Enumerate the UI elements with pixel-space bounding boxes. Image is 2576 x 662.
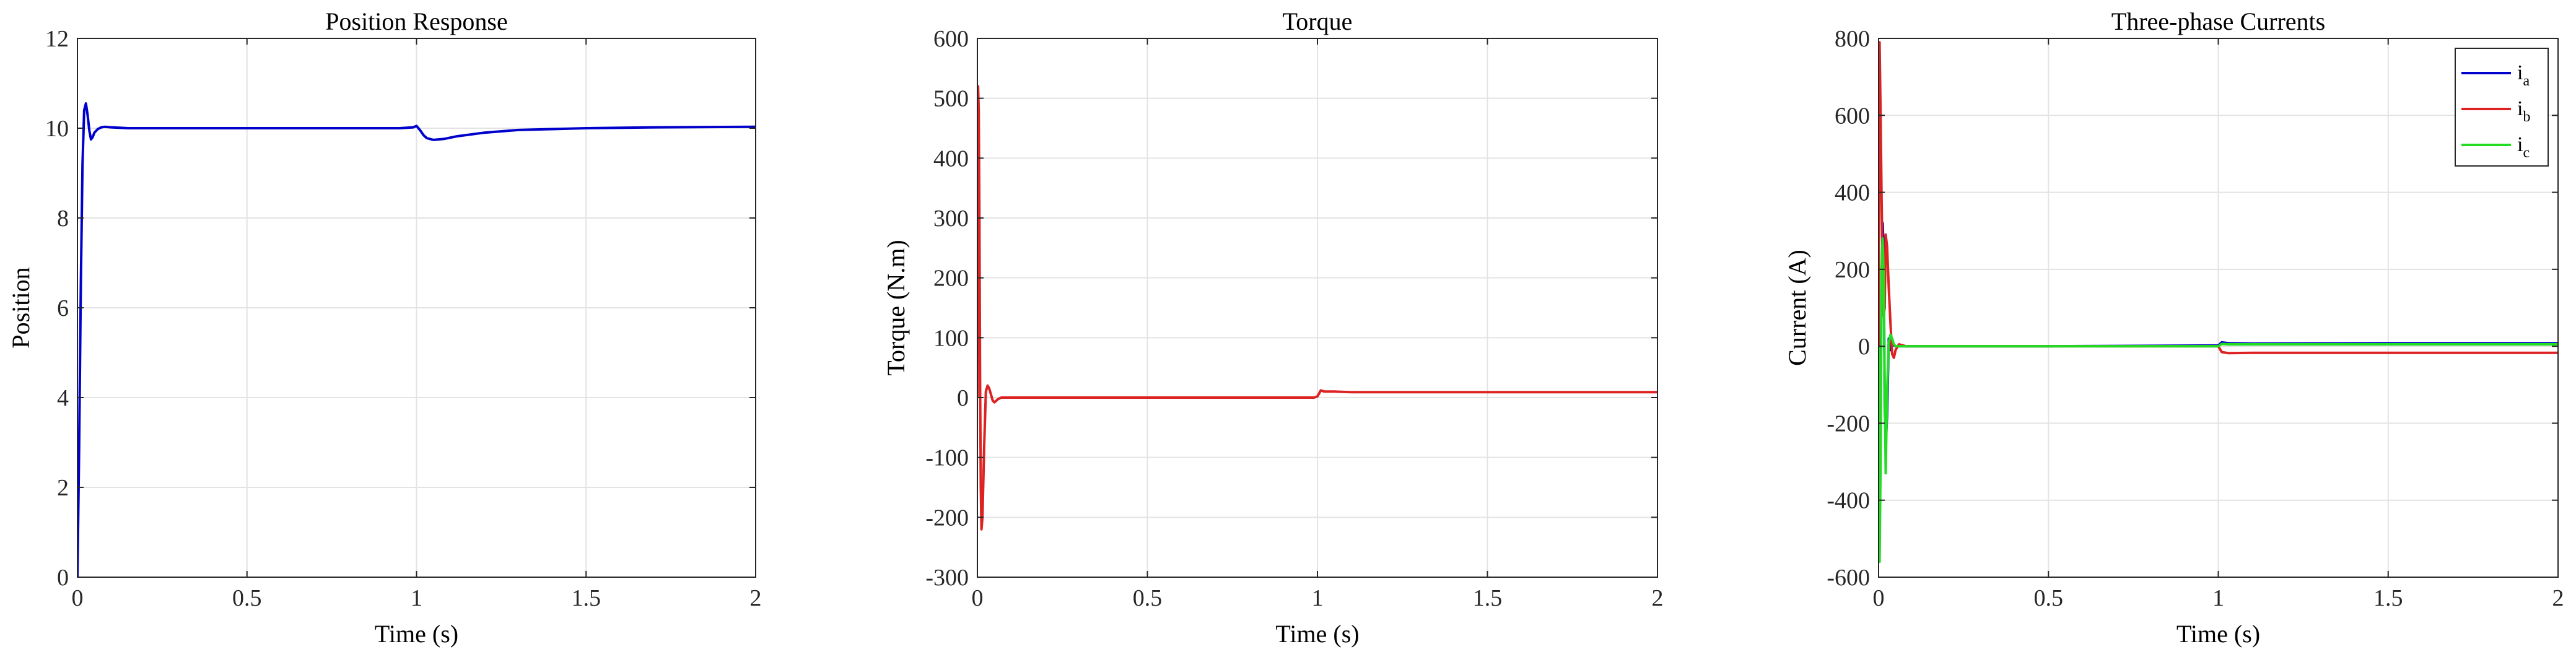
y-tick-label: -200 [1827, 411, 1870, 437]
x-tick-label: 1 [2212, 585, 2224, 611]
chart-title: Position Response [325, 7, 507, 35]
x-tick-label: 1.5 [1473, 585, 1503, 611]
y-tick-label: 2 [57, 475, 69, 501]
y-tick-label: 0 [57, 565, 69, 591]
x-tick-label: 1 [411, 585, 422, 611]
x-tick-label: 1.5 [572, 585, 601, 611]
chart-torque: 0 0.5 1 1.5 2 -300 -200 -100 0 100 200 300 400 500 600… [882, 7, 1664, 648]
y-tick-label: -300 [925, 565, 969, 591]
x-tick-label: 0.5 [232, 585, 262, 611]
y-tick-label: 500 [933, 86, 969, 112]
x-tick-label: 1.5 [2373, 585, 2403, 611]
x-tick-label: 2 [750, 585, 762, 611]
y-tick-label: -100 [925, 445, 969, 471]
y-tick-label: 400 [933, 146, 969, 172]
x-tick-label: 2 [1652, 585, 1664, 611]
y-tick-label: 8 [57, 206, 69, 232]
y-tick-label: 800 [1835, 26, 1870, 52]
x-tick-label: 0 [72, 585, 84, 611]
series-line-0 [77, 102, 756, 577]
y-tick-label: 100 [933, 325, 969, 351]
y-tick-label: 400 [1835, 180, 1870, 206]
y-axis-label: Current (A) [1783, 250, 1811, 366]
x-axis-label: Time (s) [375, 620, 458, 648]
x-axis-label: Time (s) [2177, 620, 2260, 648]
chart-position-response: 0 0.5 1 1.5 2 0 2 4 6 8 10 12 Position Response Time … [7, 7, 762, 648]
chart-three-phase-currents: 0 0.5 1 1.5 2 -600 -400 -200 0 200 400 600 800 Three-… [1783, 7, 2564, 648]
legend-box [2455, 48, 2549, 167]
y-tick-label: 200 [933, 266, 969, 292]
series-line-0 [977, 85, 1657, 531]
y-tick-label: 12 [45, 26, 69, 52]
y-tick-label: 6 [57, 295, 69, 321]
y-tick-label: 4 [57, 385, 69, 411]
x-tick-label: 0.5 [2034, 585, 2064, 611]
x-axis-label: Time (s) [1275, 620, 1359, 648]
y-tick-label: 0 [957, 385, 969, 411]
x-tick-label: 0 [972, 585, 984, 611]
y-tick-label: -200 [925, 505, 969, 531]
y-tick-label: 300 [933, 206, 969, 232]
y-axis-label: Position [7, 267, 35, 348]
y-tick-label: 200 [1835, 257, 1870, 283]
x-tick-label: 2 [2552, 585, 2564, 611]
y-tick-label: 600 [1835, 103, 1870, 129]
x-tick-label: 1 [1312, 585, 1324, 611]
x-tick-label: 0 [1873, 585, 1885, 611]
y-tick-label: 0 [1858, 334, 1870, 360]
y-tick-label: -600 [1827, 565, 1870, 591]
y-axis-label: Torque (N.m) [882, 240, 910, 375]
chart-title: Three-phase Currents [2111, 7, 2325, 35]
x-tick-label: 0.5 [1133, 585, 1163, 611]
y-tick-label: 600 [933, 26, 969, 52]
y-tick-label: -400 [1827, 488, 1870, 514]
series-line-2 [1879, 237, 2558, 564]
chart-title: Torque [1283, 7, 1353, 35]
y-tick-label: 10 [45, 116, 69, 142]
